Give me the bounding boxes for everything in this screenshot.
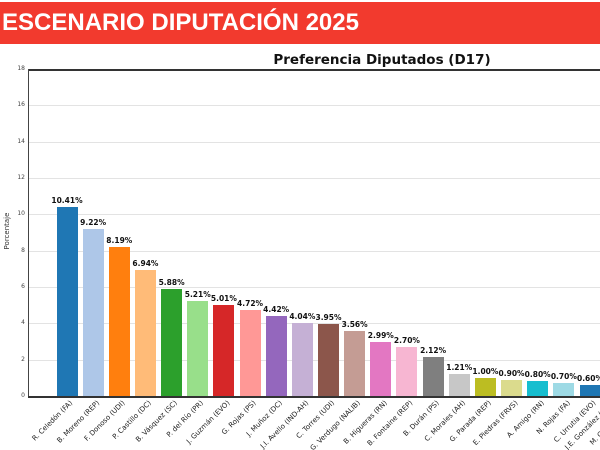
bar-value-label: 5.21% — [184, 290, 211, 300]
y-tick-label: 4 — [21, 319, 25, 327]
bar-value-label: 9.22% — [80, 217, 107, 227]
axis-top-spine — [28, 69, 600, 71]
gridline — [29, 178, 600, 179]
gridline — [29, 287, 600, 288]
bar — [501, 379, 523, 396]
bar — [82, 228, 104, 396]
y-tick-label: 18 — [17, 65, 25, 72]
y-tick-label: 14 — [17, 137, 25, 145]
bar — [213, 304, 235, 396]
y-tick-label: 8 — [21, 246, 25, 254]
bar-value-label: 2.99% — [367, 330, 394, 340]
bar-value-label: 5.01% — [210, 293, 237, 303]
gridline — [29, 105, 600, 107]
axis-left-spine — [28, 69, 30, 397]
gridline — [29, 250, 600, 252]
x-tick-label: B. Fontaine (REP) — [366, 399, 415, 448]
bar — [474, 377, 496, 396]
bar-value-label: 1.00% — [472, 366, 499, 376]
bar — [108, 247, 130, 396]
bar — [291, 322, 313, 396]
chart-title: Preferencia Diputados (D17) — [273, 52, 491, 68]
bar-value-label: 0.90% — [498, 368, 525, 378]
bar-value-label: 6.94% — [132, 258, 159, 268]
bar-value-label: 4.04% — [289, 311, 316, 321]
bar — [344, 331, 366, 396]
bar — [318, 324, 339, 396]
banner-title: ESCENARIO DIPUTACIÓN 2025 — [2, 9, 359, 36]
gridline — [29, 359, 600, 361]
y-tick-label: 10 — [17, 210, 25, 218]
x-tick-label: J.I. Avello (IND-AH) — [258, 399, 311, 450]
gridline — [29, 214, 600, 216]
bar — [553, 383, 575, 396]
axis-bottom-spine — [28, 396, 600, 398]
gridline — [29, 141, 600, 143]
header-banner: ESCENARIO DIPUTACIÓN 2025 — [0, 2, 600, 44]
bar-value-label: 4.72% — [237, 299, 264, 309]
bar — [422, 357, 444, 396]
bar-value-label: 0.80% — [524, 370, 551, 380]
bar — [448, 374, 470, 396]
bar — [134, 269, 156, 396]
gridline — [29, 323, 600, 325]
bar — [370, 341, 392, 396]
bar — [239, 310, 261, 396]
bar-value-label: 1.21% — [446, 363, 473, 373]
bar — [187, 301, 209, 396]
bar-value-label: 3.95% — [315, 313, 342, 323]
y-tick-label: 16 — [17, 101, 25, 109]
bar-value-label: 0.60% — [576, 374, 600, 384]
bar-value-label: 10.41% — [51, 195, 83, 205]
y-tick-label: 12 — [17, 174, 25, 181]
bar-value-label: 5.88% — [158, 278, 185, 288]
bar-value-label: 4.42% — [263, 304, 290, 314]
y-tick-label: 6 — [21, 283, 25, 290]
y-tick-label: 0 — [21, 392, 25, 399]
bar — [579, 385, 600, 396]
bar-value-label: 2.12% — [420, 346, 447, 356]
y-tick-label: 2 — [21, 355, 25, 363]
bar — [56, 206, 78, 396]
x-tick-label: G. Verdugo (NALIB) — [309, 399, 363, 450]
bar-value-label: 2.70% — [393, 335, 420, 345]
bar — [161, 289, 183, 396]
bar-value-label: 0.70% — [550, 372, 577, 382]
bar — [265, 315, 287, 396]
bar — [396, 346, 418, 396]
bar-value-label: 8.19% — [106, 236, 133, 246]
bar-value-label: 3.56% — [341, 320, 368, 330]
bar — [527, 381, 549, 396]
